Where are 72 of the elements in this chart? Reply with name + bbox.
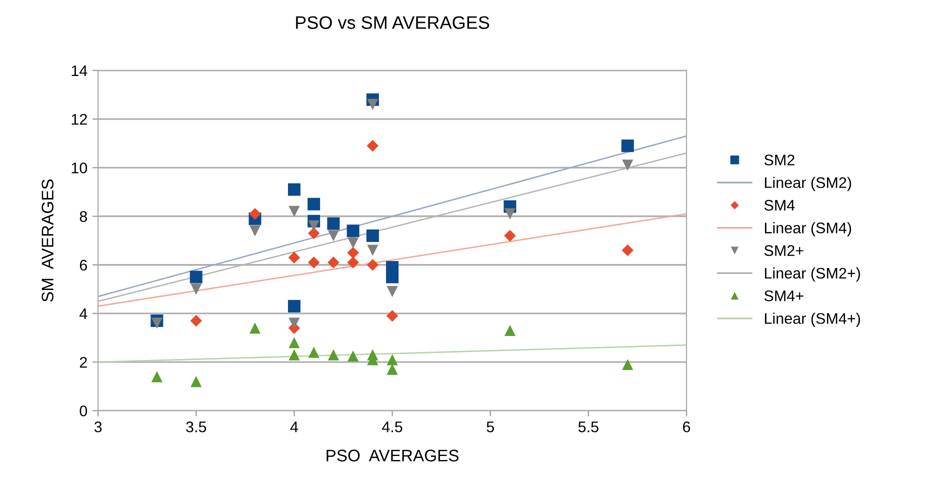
point <box>504 208 516 220</box>
x-tick-label: 4.5 <box>382 422 402 432</box>
point <box>386 364 398 375</box>
legend-label: Linear (SM2) <box>764 176 852 192</box>
point <box>190 284 202 295</box>
point <box>367 244 378 256</box>
point <box>151 318 162 329</box>
point <box>308 256 320 268</box>
point <box>347 256 359 268</box>
y-tick-label: 10 <box>72 162 88 174</box>
point <box>327 217 340 230</box>
x-axis-title: PSO AVERAGES <box>326 450 459 462</box>
y-tick-label: 6 <box>80 260 87 271</box>
point <box>347 246 359 259</box>
legend-label: SM4 <box>764 200 795 211</box>
point <box>622 244 634 256</box>
y-tick-label: 14 <box>72 65 88 76</box>
point <box>622 160 634 171</box>
point <box>622 358 634 370</box>
y-tick-label: 2 <box>80 356 87 368</box>
x-tick-label: 3 <box>94 421 102 432</box>
point <box>308 220 320 232</box>
point <box>249 208 261 220</box>
point <box>190 270 202 284</box>
chart-title: PSO vs SM AVERAGES <box>296 16 490 29</box>
x-tick-label: 5 <box>486 422 494 432</box>
point <box>347 350 359 362</box>
point <box>288 337 300 348</box>
point <box>504 230 516 242</box>
legend-label: SM4+ <box>764 290 804 302</box>
x-tick-label: 4 <box>290 422 298 432</box>
point <box>308 346 320 358</box>
x-tick-label: 5.5 <box>578 422 598 432</box>
y-tick-label: 4 <box>80 308 88 320</box>
point <box>288 300 300 312</box>
y-axis-title: SM AVERAGES <box>42 179 54 302</box>
point <box>249 322 261 334</box>
point <box>288 318 300 329</box>
point <box>621 140 634 152</box>
point <box>386 286 398 298</box>
point <box>328 230 339 242</box>
point <box>386 270 399 284</box>
point <box>288 252 300 264</box>
y-tick-label: 12 <box>72 114 87 125</box>
point <box>190 376 202 388</box>
point <box>308 198 320 210</box>
point <box>249 225 261 236</box>
point <box>288 183 300 196</box>
x-tick-label: 6 <box>683 421 690 432</box>
point <box>346 224 360 238</box>
legend-label: SM2+ <box>764 245 804 256</box>
x-tick-label: 3.5 <box>186 421 206 432</box>
point <box>504 324 516 336</box>
legend-label: Linear (SM4+) <box>764 312 860 327</box>
point <box>328 256 340 268</box>
point <box>151 371 162 382</box>
point <box>366 140 379 152</box>
point <box>288 349 300 360</box>
point <box>386 354 398 366</box>
point <box>328 349 339 360</box>
legend-label: Linear (SM2+) <box>764 267 860 282</box>
point <box>288 206 300 217</box>
point <box>366 229 379 242</box>
point <box>190 314 202 327</box>
point <box>347 237 359 249</box>
point <box>366 258 379 271</box>
point <box>367 98 378 110</box>
legend-label: Linear (SM4) <box>764 222 852 236</box>
y-tick-label: 8 <box>80 211 87 222</box>
y-tick-label: 0 <box>80 406 88 416</box>
legend-label: SM2 <box>764 154 794 166</box>
point <box>386 310 398 322</box>
